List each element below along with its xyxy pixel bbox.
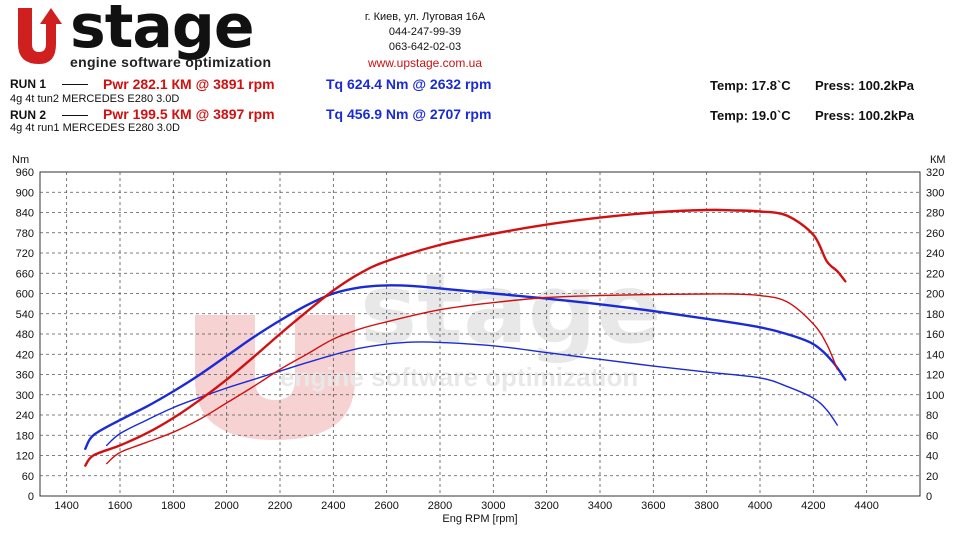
y-right-tick-label: 280 — [926, 208, 944, 220]
y-right-tick-label: 180 — [926, 309, 944, 321]
y-right-tick-label: 320 — [926, 167, 944, 179]
series-line-run-1-tq — [84, 284, 847, 450]
x-tick-label: 4400 — [854, 500, 878, 512]
x-tick-label: 2400 — [321, 500, 345, 512]
y-left-tick-label: 360 — [16, 370, 34, 382]
phone-2: 063-642-02-03 — [388, 41, 462, 53]
phone-1: 044-247-99-39 — [388, 26, 462, 38]
y-left-tick-label: 120 — [16, 451, 34, 463]
y-left-tick-label: 660 — [16, 268, 34, 280]
run-2-line-swatch — [62, 115, 88, 116]
x-tick-label: 2800 — [428, 500, 452, 512]
y-left-tick-label: 840 — [16, 208, 34, 220]
y-right-tick-label: 0 — [926, 491, 932, 503]
run-1-temp: Temp: 17.8`C — [710, 78, 791, 93]
run-1-label: RUN 1 — [10, 77, 47, 91]
y-right-tick-label: 200 — [926, 289, 944, 301]
x-tick-label: 3600 — [641, 500, 665, 512]
x-tick-label: 4000 — [748, 500, 772, 512]
y-right-tick-label: 40 — [926, 451, 938, 463]
watermark: stage engine software optimization — [195, 253, 662, 440]
y-left-tick-label: 900 — [16, 187, 34, 199]
y-left-tick-label: 60 — [22, 471, 34, 483]
run-2-press: Press: 100.2kPa — [815, 108, 915, 123]
y-left-tick-label: 540 — [16, 309, 34, 321]
run-2-description: 4g 4t run1 MERCEDES E280 3.0D — [10, 122, 180, 134]
dyno-chart: stage engine software optimization 06012… — [12, 154, 946, 525]
chart-axes: 0601201802403003604204805406006607207808… — [12, 154, 946, 525]
y-left-tick-label: 420 — [16, 349, 34, 361]
run-1-press: Press: 100.2kPa — [815, 78, 915, 93]
y-left-tick-label: 600 — [16, 289, 34, 301]
run-2-torque: Tq 456.9 Nm @ 2707 rpm — [326, 106, 492, 122]
x-tick-label: 3200 — [534, 500, 558, 512]
run-1-torque: Tq 624.4 Nm @ 2632 rpm — [326, 76, 492, 92]
y-right-tick-label: 80 — [926, 410, 938, 422]
x-tick-label: 2000 — [214, 500, 238, 512]
logo-wordmark: stage — [70, 0, 255, 62]
run-1-power: Pwr 282.1 КМ @ 3891 rpm — [103, 76, 275, 92]
chart-series — [84, 208, 847, 467]
x-tick-label: 1400 — [54, 500, 78, 512]
y-right-tick-label: 60 — [926, 430, 938, 442]
run-2-power: Pwr 199.5 КМ @ 3897 rpm — [103, 106, 275, 122]
y-right-tick-label: 160 — [926, 329, 944, 341]
y-right-tick-label: 240 — [926, 248, 944, 260]
watermark-tagline: engine software optimization — [280, 362, 638, 392]
series-line-run-2-pwr — [106, 293, 838, 465]
y-right-tick-label: 220 — [926, 268, 944, 280]
y-left-tick-label: 0 — [28, 491, 34, 503]
logo-tagline: engine software optimization — [70, 54, 272, 70]
watermark-word: stage — [360, 253, 662, 365]
x-tick-label: 2200 — [268, 500, 292, 512]
series-line-run-1-pwr — [84, 208, 847, 467]
y-right-axis-label: КМ — [930, 154, 946, 166]
y-right-tick-label: 100 — [926, 390, 944, 402]
logo-u-arrow-mark — [18, 8, 62, 64]
y-right-tick-label: 260 — [926, 228, 944, 240]
y-right-tick-label: 120 — [926, 370, 944, 382]
y-left-tick-label: 960 — [16, 167, 34, 179]
y-left-tick-label: 300 — [16, 390, 34, 402]
run-1-description: 4g 4t tun2 MERCEDES E280 3.0D — [10, 93, 180, 105]
y-right-tick-label: 140 — [926, 349, 944, 361]
y-left-tick-label: 720 — [16, 248, 34, 260]
address: г. Киев, ул. Луговая 16А — [364, 11, 486, 23]
x-tick-label: 2600 — [374, 500, 398, 512]
chart-grid — [39, 171, 921, 497]
run-2-temp: Temp: 19.0`C — [710, 108, 791, 123]
x-tick-label: 3000 — [481, 500, 505, 512]
y-right-tick-label: 20 — [926, 471, 938, 483]
run-2-label: RUN 2 — [10, 108, 47, 122]
website-link[interactable]: www.upstage.com.ua — [367, 56, 483, 70]
run-2-row: RUN 2 — [10, 108, 88, 122]
x-tick-label: 1800 — [161, 500, 185, 512]
contact-block: г. Киев, ул. Луговая 16А 044-247-99-39 0… — [330, 10, 520, 71]
x-axis-label: Eng RPM [rpm] — [442, 513, 517, 525]
y-right-tick-label: 300 — [926, 187, 944, 199]
y-left-tick-label: 180 — [16, 430, 34, 442]
upstage-logo: stage engine software optimization — [8, 0, 308, 70]
x-tick-label: 3800 — [694, 500, 718, 512]
y-left-axis-label: Nm — [12, 154, 29, 166]
y-left-tick-label: 480 — [16, 329, 34, 341]
series-line-run-2-tq — [106, 341, 838, 447]
y-left-tick-label: 780 — [16, 228, 34, 240]
watermark-u-mark — [195, 315, 355, 440]
x-tick-label: 4200 — [801, 500, 825, 512]
run-1-line-swatch — [62, 84, 88, 85]
y-left-tick-label: 240 — [16, 410, 34, 422]
run-1-row: RUN 1 — [10, 77, 88, 91]
x-tick-label: 3400 — [588, 500, 612, 512]
x-tick-label: 1600 — [108, 500, 132, 512]
